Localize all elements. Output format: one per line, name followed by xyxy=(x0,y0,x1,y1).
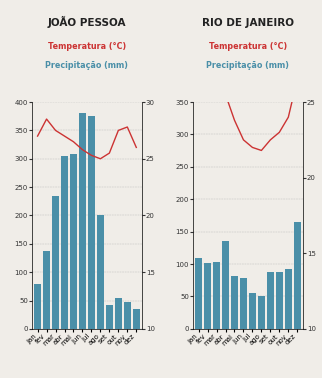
Bar xyxy=(52,196,59,329)
Text: RIO DE JANEIRO: RIO DE JANEIRO xyxy=(202,19,294,28)
Bar xyxy=(97,215,104,329)
Text: Precipitação (mm): Precipitação (mm) xyxy=(206,61,289,70)
Bar xyxy=(79,113,86,329)
Text: Precipitação (mm): Precipitação (mm) xyxy=(45,61,128,70)
Text: Temperatura (°C): Temperatura (°C) xyxy=(48,42,126,51)
Bar xyxy=(43,251,50,329)
Text: JOÃO PESSOA: JOÃO PESSOA xyxy=(48,16,126,28)
Bar xyxy=(231,276,238,329)
Text: Temperatura (°C): Temperatura (°C) xyxy=(209,42,287,51)
Bar xyxy=(249,293,256,329)
Bar xyxy=(70,154,77,329)
Bar xyxy=(276,273,283,329)
Bar xyxy=(115,298,122,329)
Bar xyxy=(133,309,140,329)
Bar xyxy=(88,116,95,329)
Bar xyxy=(61,156,68,329)
Bar xyxy=(258,296,265,329)
Bar xyxy=(34,284,41,329)
Bar xyxy=(240,278,247,329)
Bar xyxy=(294,222,301,329)
Bar xyxy=(124,302,131,329)
Bar xyxy=(204,263,211,329)
Bar xyxy=(267,272,274,329)
Bar xyxy=(195,257,202,329)
Bar xyxy=(213,262,220,329)
Bar xyxy=(285,269,292,329)
Bar xyxy=(222,242,229,329)
Bar xyxy=(106,305,113,329)
